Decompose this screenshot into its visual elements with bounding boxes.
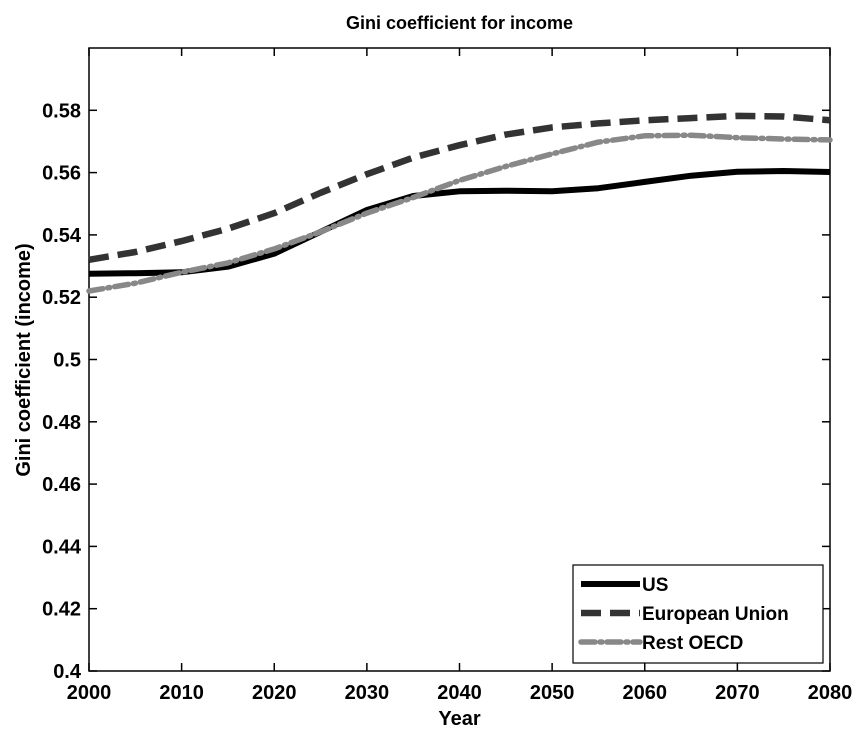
y-tick-label: 0.58 (42, 100, 81, 122)
y-tick-label: 0.4 (53, 661, 82, 683)
x-axis-label: Year (438, 708, 480, 729)
chart-title: Gini coefficient for income (346, 13, 573, 33)
x-tick-label: 2040 (437, 682, 482, 704)
y-axis-label: Gini coefficient (income) (13, 243, 35, 476)
x-tick-label: 2060 (623, 682, 668, 704)
legend: US European Union Rest OECD (572, 564, 824, 664)
y-tick-label: 0.48 (42, 412, 81, 434)
series-line-2 (86, 132, 833, 294)
y-tick-label: 0.52 (42, 287, 81, 309)
legend-label: US (642, 575, 668, 596)
x-tick-label: 2020 (252, 682, 297, 704)
y-tick-label: 0.56 (42, 163, 81, 185)
series-layer (86, 112, 833, 294)
x-tick-label: 2050 (530, 682, 575, 704)
x-tick-label: 2000 (67, 682, 112, 704)
legend-label: European Union (642, 604, 789, 625)
axis-ticks: 2000 2010 2020 2030 2040 2050 2060 2070 2080 0.4 0… (42, 48, 852, 704)
series-line-0 (88, 168, 831, 277)
legend-label: Rest OECD (642, 633, 743, 654)
y-tick-label: 0.44 (42, 536, 82, 558)
y-tick-label: 0.5 (53, 350, 81, 372)
x-tick-label: 2010 (159, 682, 204, 704)
x-tick-label: 2080 (808, 682, 853, 704)
y-tick-label: 0.46 (42, 474, 81, 496)
x-tick-label: 2030 (345, 682, 390, 704)
y-tick-label: 0.54 (42, 225, 82, 247)
x-tick-label: 2070 (715, 682, 760, 704)
y-tick-label: 0.42 (42, 599, 81, 621)
series-line-1 (88, 112, 831, 264)
